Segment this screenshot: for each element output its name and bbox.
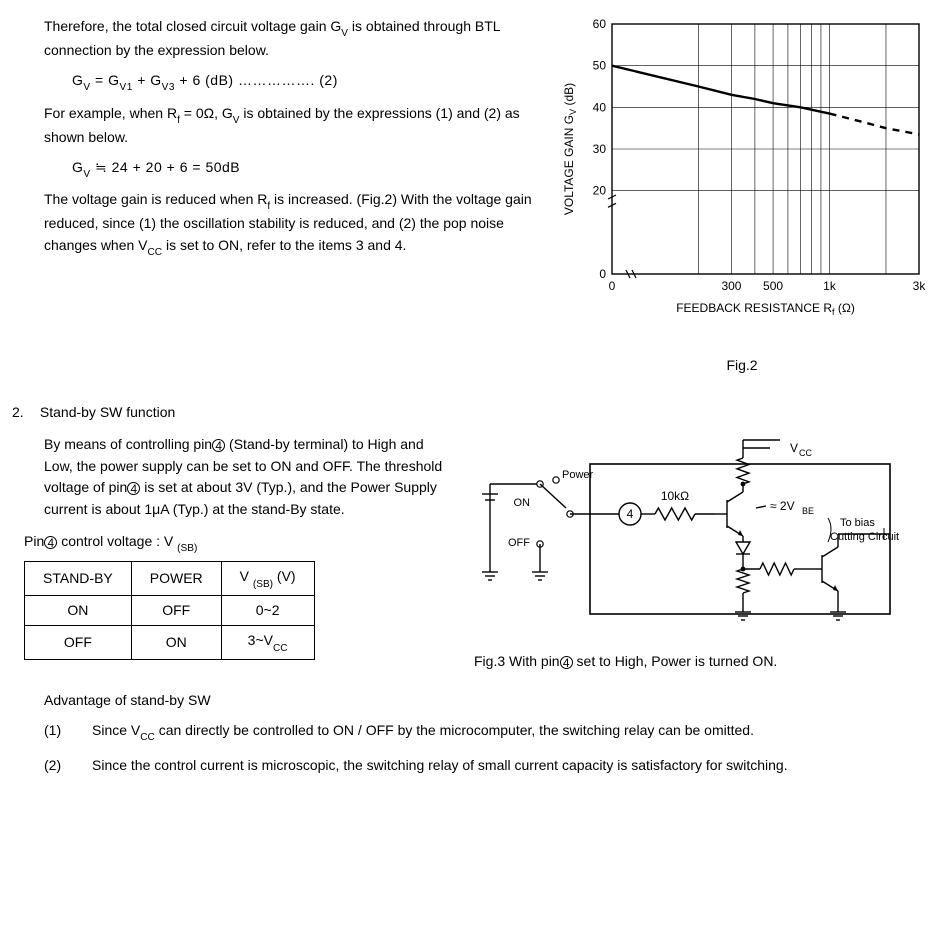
- table-cell: 0~2: [221, 595, 314, 626]
- adv-title: Advantage of stand-by SW: [44, 690, 927, 712]
- table-row: OFFON3~VCC: [25, 626, 315, 659]
- section-number: 2.: [12, 402, 36, 424]
- adv-no: (1): [44, 720, 92, 744]
- section-title: Stand-by SW function: [40, 404, 175, 420]
- equation-2: GV = GV1 + GV3 + 6 (dB) ……………. (2): [72, 70, 539, 94]
- sub: V1: [119, 82, 132, 93]
- fig2-container: 0 20 30 40 50 60 0 300 500 1k 3k VOLTAGE GAIN GV (d…: [557, 16, 927, 376]
- s2-p1: By means of controlling pin4 (Stand-by t…: [44, 434, 452, 521]
- svg-text:10kΩ: 10kΩ: [661, 489, 689, 503]
- svg-text:CC: CC: [799, 448, 812, 458]
- pin-4-icon: 4: [44, 536, 57, 549]
- intro-p2: For example, when Rf = 0Ω, GV is obtaine…: [44, 103, 539, 149]
- pin-4-icon: 4: [127, 482, 140, 495]
- sub: (SB): [177, 543, 197, 554]
- table-cell: OFF: [25, 626, 132, 659]
- table-header: STAND-BY: [25, 562, 132, 595]
- svg-text:500: 500: [763, 279, 783, 293]
- svg-text:40: 40: [593, 100, 607, 114]
- table-cell: OFF: [131, 595, 221, 626]
- sub: f: [267, 201, 270, 212]
- equation-3: GV ≒ 24 + 20 + 6 = 50dB: [72, 157, 539, 181]
- t: By means of controlling pin: [44, 436, 212, 452]
- t: + G: [133, 72, 162, 88]
- table-row: ONOFF0~2: [25, 595, 315, 626]
- intro-text: Therefore, the total closed circuit volt…: [12, 16, 539, 376]
- sub: V: [233, 115, 240, 126]
- t: is set to ON, refer to the items 3 and 4…: [162, 237, 406, 253]
- sub: V: [83, 82, 90, 93]
- fig3-circuit: ON OFF Power 4 10kΩ VCC ≈ 2V BE To bias Cutting C…: [470, 434, 910, 634]
- top-row: Therefore, the total closed circuit volt…: [12, 16, 927, 376]
- section-2-text: By means of controlling pin4 (Stand-by t…: [12, 434, 452, 672]
- svg-text:VOLTAGE GAIN GV (dB): VOLTAGE GAIN GV (dB): [562, 83, 578, 215]
- svg-text:20: 20: [593, 184, 607, 198]
- svg-text:OFF: OFF: [508, 537, 530, 549]
- section-2-row: By means of controlling pin4 (Stand-by t…: [12, 434, 927, 672]
- table-cell: ON: [25, 595, 132, 626]
- fig2-chart: 0 20 30 40 50 60 0 300 500 1k 3k VOLTAGE GAIN GV (d…: [557, 16, 927, 336]
- svg-text:60: 60: [593, 17, 607, 31]
- table-header: V (SB) (V): [221, 562, 314, 595]
- svg-text:0: 0: [609, 279, 616, 293]
- sub: f: [177, 115, 180, 126]
- pin-4-icon: 4: [560, 656, 573, 669]
- t: set to High, Power is turned ON.: [573, 653, 778, 669]
- svg-text:V: V: [790, 441, 798, 455]
- svg-text:FEEDBACK RESISTANCE Rf (Ω): FEEDBACK RESISTANCE Rf (Ω): [676, 301, 855, 317]
- t: G: [72, 72, 83, 88]
- svg-text:30: 30: [593, 142, 607, 156]
- table-cell: ON: [131, 626, 221, 659]
- svg-text:4: 4: [627, 507, 634, 521]
- t: For example, when R: [44, 105, 177, 121]
- t: = 0Ω, G: [180, 105, 233, 121]
- intro-p1: Therefore, the total closed circuit volt…: [44, 16, 539, 62]
- table-header: POWER: [131, 562, 221, 595]
- fig3-container: ON OFF Power 4 10kΩ VCC ≈ 2V BE To bias Cutting C…: [470, 434, 927, 672]
- svg-text:300: 300: [721, 279, 741, 293]
- t: Pin: [24, 533, 44, 549]
- t: + 6 (dB) ……………. (2): [175, 72, 338, 88]
- adv-text: Since VCC can directly be controlled to …: [92, 720, 927, 744]
- adv-text: Since the control current is microscopic…: [92, 755, 927, 777]
- table-cell: 3~VCC: [221, 626, 314, 659]
- sub: V: [83, 169, 90, 180]
- intro-p3: The voltage gain is reduced when Rf is i…: [44, 189, 539, 260]
- svg-text:50: 50: [593, 59, 607, 73]
- t: Fig.3 With pin: [474, 653, 560, 669]
- sub-v: V: [341, 28, 348, 39]
- section-2-head: 2. Stand-by SW function: [12, 402, 927, 424]
- t: The voltage gain is reduced when R: [44, 191, 267, 207]
- sub: V3: [162, 82, 175, 93]
- sub: CC: [148, 247, 163, 258]
- control-voltage-table: STAND-BYPOWERV (SB) (V)ONOFF0~2OFFON3~VC…: [24, 561, 315, 660]
- fig3-caption: Fig.3 With pin4 set to High, Power is tu…: [474, 651, 927, 673]
- svg-text:Cutting Circuit: Cutting Circuit: [830, 531, 899, 543]
- t: Therefore, the total closed circuit volt…: [44, 18, 341, 34]
- t: ≒ 24 + 20 + 6 = 50dB: [91, 159, 241, 175]
- fig2-caption: Fig.2: [557, 355, 927, 377]
- adv-item: (2)Since the control current is microsco…: [44, 755, 927, 777]
- advantages: Advantage of stand-by SW (1)Since VCC ca…: [12, 690, 927, 776]
- adv-list: (1)Since VCC can directly be controlled …: [44, 720, 927, 776]
- svg-text:≈ 2V: ≈ 2V: [770, 499, 795, 513]
- svg-text:BE: BE: [802, 506, 814, 516]
- svg-text:To bias: To bias: [840, 517, 875, 529]
- svg-text:1k: 1k: [823, 279, 837, 293]
- svg-text:Power: Power: [562, 469, 594, 481]
- table-title: Pin4 control voltage : V (SB): [24, 531, 452, 555]
- svg-text:3k: 3k: [913, 279, 927, 293]
- t: = G: [91, 72, 120, 88]
- adv-no: (2): [44, 755, 92, 777]
- svg-text:0: 0: [599, 267, 606, 281]
- adv-item: (1)Since VCC can directly be controlled …: [44, 720, 927, 744]
- pin-4-icon: 4: [212, 439, 225, 452]
- t: control voltage : V: [57, 533, 173, 549]
- svg-text:ON: ON: [514, 497, 531, 509]
